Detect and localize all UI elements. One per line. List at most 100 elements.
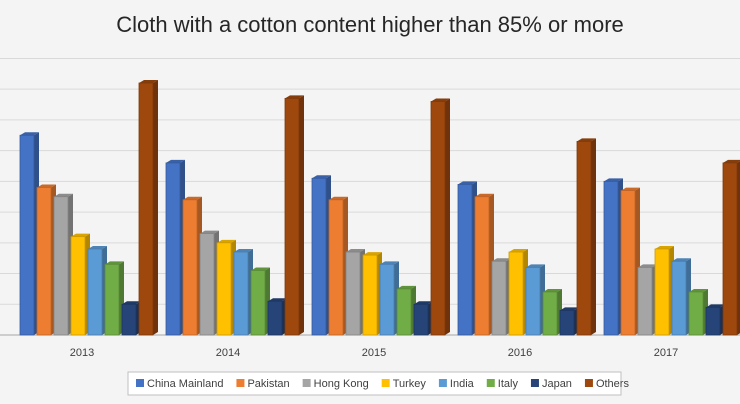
legend-swatch	[136, 379, 144, 387]
legend-swatch	[302, 379, 311, 387]
bar	[525, 266, 541, 336]
x-tick-label: 2017	[654, 347, 678, 359]
bar-top	[689, 288, 708, 292]
bar-top	[139, 80, 158, 84]
bar	[87, 248, 103, 336]
bar	[328, 199, 344, 336]
bar	[508, 251, 524, 336]
bar-top	[560, 307, 579, 311]
bar	[654, 248, 670, 336]
legend-label: Pakistan	[247, 378, 289, 390]
bar	[284, 97, 300, 336]
bar	[199, 233, 215, 336]
bar	[250, 270, 266, 336]
bar-side	[737, 161, 740, 335]
bar	[70, 236, 86, 336]
bar-side	[445, 98, 450, 335]
bar-top	[234, 249, 253, 253]
bar	[637, 266, 653, 336]
legend-swatch	[438, 379, 447, 387]
bar	[688, 291, 704, 336]
bar	[53, 196, 69, 336]
bar-top	[37, 184, 56, 188]
bar-top	[458, 181, 477, 185]
x-tick-label: 2015	[362, 347, 386, 359]
bar-top	[285, 95, 304, 99]
bar-top	[706, 304, 725, 308]
bar	[19, 134, 35, 336]
bar	[491, 260, 507, 336]
legend-label: Italy	[498, 378, 519, 390]
bar-top	[543, 288, 562, 292]
bar-top	[54, 193, 73, 197]
bar-side	[299, 95, 304, 336]
bar-top	[638, 264, 657, 268]
bar-top	[431, 98, 450, 102]
bar	[396, 288, 412, 336]
legend-swatch	[486, 379, 495, 387]
bar	[165, 162, 181, 336]
bar	[311, 177, 327, 336]
bar	[345, 251, 361, 336]
bar	[36, 187, 52, 336]
bar-top	[268, 298, 287, 302]
legend-swatch	[584, 379, 593, 387]
bar	[216, 242, 232, 336]
bar-top	[604, 178, 623, 182]
bar-top	[346, 249, 365, 253]
bar	[722, 162, 738, 336]
bar	[379, 263, 395, 336]
bar-top	[363, 252, 382, 256]
bar-top	[166, 159, 185, 163]
legend	[127, 371, 622, 396]
bar-top	[251, 267, 270, 271]
bar-top	[475, 193, 494, 197]
bar-top	[655, 245, 674, 249]
legend-swatch	[236, 379, 245, 387]
bar-top	[329, 196, 348, 200]
bar	[182, 199, 198, 336]
bar	[474, 196, 490, 336]
bar	[104, 263, 120, 336]
bar-top	[621, 187, 640, 191]
legend-label: Japan	[542, 378, 572, 390]
bar	[233, 251, 249, 336]
chart-title: Cloth with a cotton content higher than …	[116, 12, 624, 37]
bar-top	[526, 264, 545, 268]
legend-label: Hong Kong	[314, 378, 369, 390]
x-tick-label: 2014	[216, 347, 240, 359]
bar-top	[397, 285, 416, 289]
bar-top	[20, 132, 39, 136]
bar	[267, 300, 283, 336]
bar	[576, 141, 592, 336]
legend-label: Others	[596, 378, 630, 390]
x-tick-label: 2013	[70, 347, 94, 359]
bar	[705, 306, 721, 336]
bar-top	[672, 258, 691, 262]
bar	[620, 190, 636, 336]
legend-swatch	[381, 379, 390, 387]
bar	[121, 303, 137, 336]
bar-top	[577, 138, 596, 142]
bar	[542, 291, 558, 336]
legend-label: China Mainland	[147, 378, 223, 390]
bar-top	[492, 258, 511, 262]
bar-top	[380, 261, 399, 265]
bar-top	[88, 245, 107, 249]
bar	[430, 101, 446, 336]
bar-top	[509, 249, 528, 253]
bar-top	[71, 233, 90, 237]
bar	[559, 310, 575, 336]
bar-top	[122, 301, 141, 305]
bar-side	[153, 80, 158, 335]
bar-top	[414, 301, 433, 305]
bar	[671, 260, 687, 336]
legend-swatch	[530, 379, 539, 387]
legend-label: Turkey	[393, 378, 427, 390]
bar-top	[105, 261, 124, 265]
x-tick-label: 2016	[508, 347, 532, 359]
bar-top	[723, 159, 740, 163]
bar	[362, 254, 378, 336]
bar	[138, 82, 154, 336]
